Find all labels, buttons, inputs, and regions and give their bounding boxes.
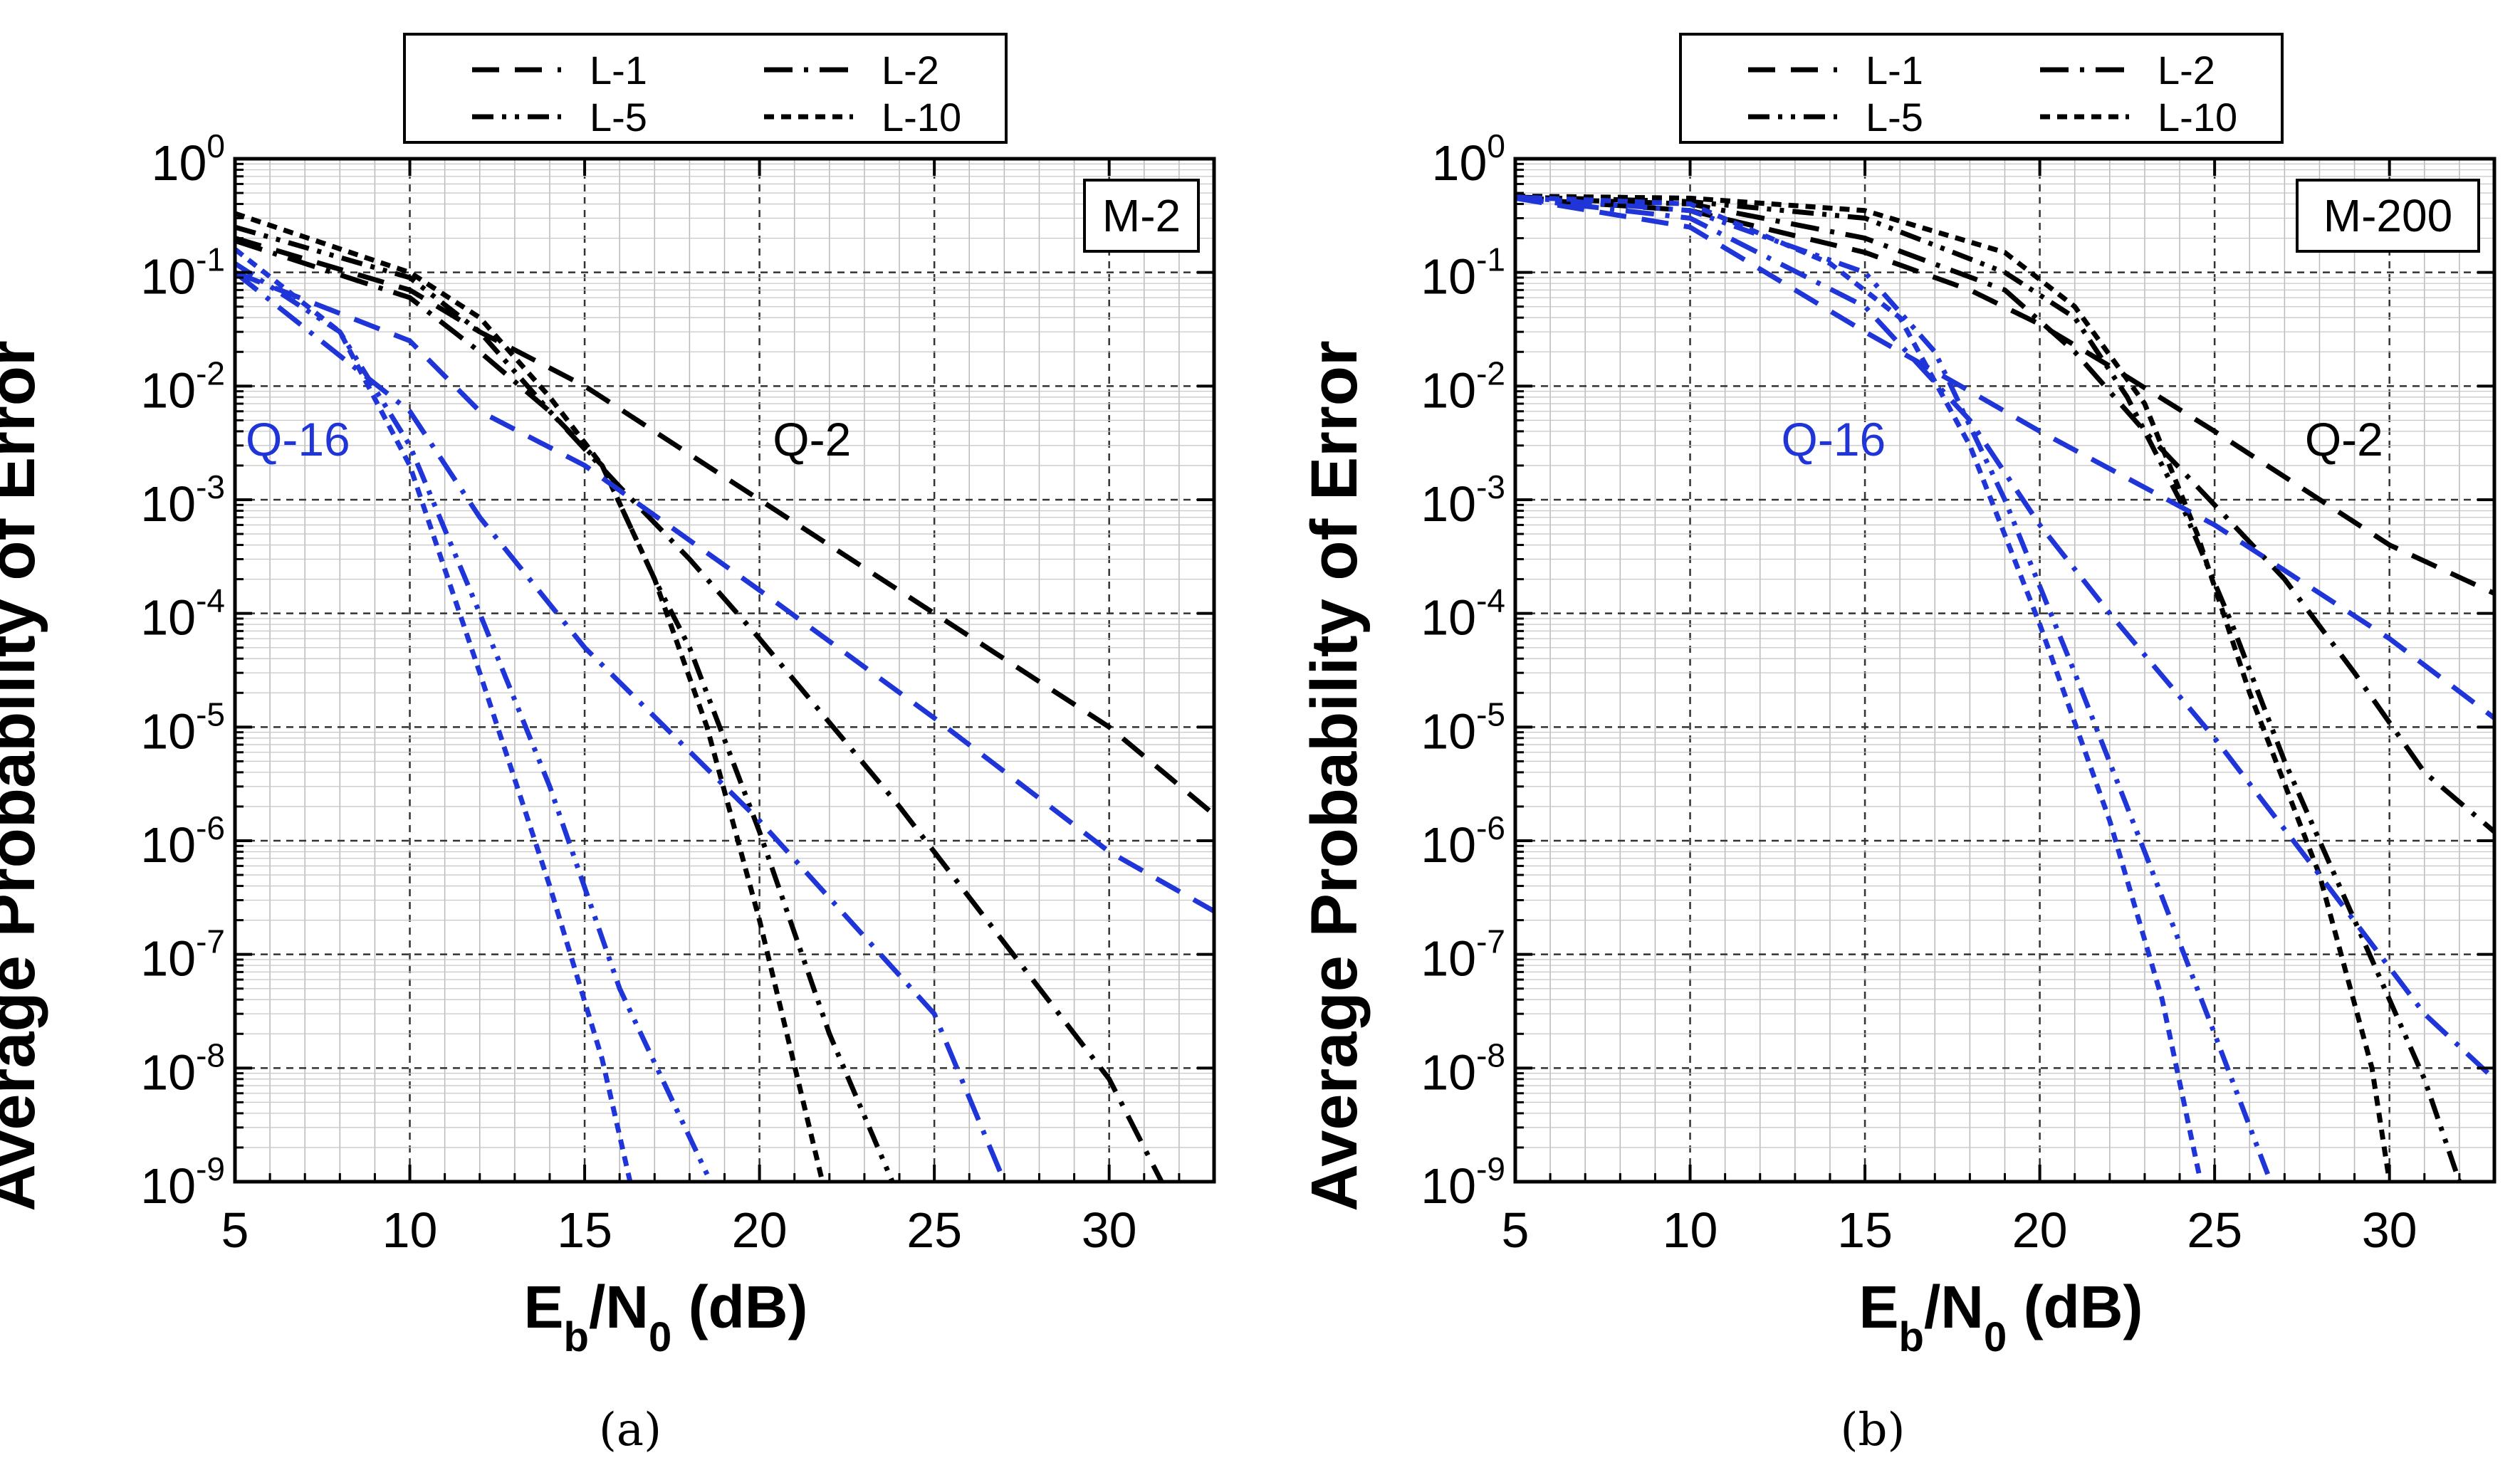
y-axis-label-b: Average Probability of Error xyxy=(1298,340,1371,1212)
chart-panel-a: L-1 L-2 L-5 L-10 Average Probability of Err… xyxy=(0,33,1216,1456)
y-tick-label: 10-2 xyxy=(140,355,225,418)
x-axis-label-b-tail: (dB) xyxy=(2007,1274,2143,1340)
y-tick-label: 10-6 xyxy=(140,809,225,873)
annotation-q-2: Q-2 xyxy=(773,413,851,466)
panel-label-a: (a) xyxy=(599,1404,662,1456)
chart-panel-b: L-1 L-2 L-5 L-10 Average Probability of Err… xyxy=(1298,33,2497,1456)
series-group-a xyxy=(233,211,1216,1183)
y-tick-label: 10-3 xyxy=(140,468,225,532)
x-tick-label: 5 xyxy=(221,1202,249,1258)
x-tick-label: 10 xyxy=(1663,1202,1718,1258)
series-line-q-2-l-10 xyxy=(1515,193,2393,1182)
y-tick-label: 10-7 xyxy=(1421,923,1505,987)
x-tick-label: 10 xyxy=(382,1202,438,1258)
model-label-box-b xyxy=(2296,179,2480,253)
y-tick-label: 10-1 xyxy=(140,241,225,305)
series-line-q-2-l-10 xyxy=(234,211,825,1182)
series-line-q-2-l-2 xyxy=(1515,195,2497,834)
y-tick-label: 10-1 xyxy=(1421,241,1505,305)
series-line-q-2-l-1 xyxy=(234,236,1216,817)
y-tick-label: 10-5 xyxy=(140,695,225,759)
annotation-q-2: Q-2 xyxy=(2305,413,2383,466)
legend-label-l-5: L-5 xyxy=(590,95,647,140)
y-tick-label: 10-9 xyxy=(140,1150,225,1214)
legend-label-l-1: L-1 xyxy=(1866,48,1923,93)
grid-b xyxy=(1515,159,2495,1182)
model-label-a: M-2 xyxy=(1102,190,1181,241)
series-line-q-16-l-10 xyxy=(1515,194,2203,1182)
y-tick-label: 10-8 xyxy=(140,1036,225,1100)
y-tick-label: 10-8 xyxy=(1421,1036,1505,1100)
x-axis-label-a-sub2: 0 xyxy=(649,1314,671,1360)
series-line-q-2-l-2 xyxy=(234,238,1164,1183)
x-axis-label-b-sub2: 0 xyxy=(1984,1314,2007,1360)
series-line-q-16-l-10 xyxy=(233,247,633,1182)
x-tick-label: 30 xyxy=(1082,1202,1137,1258)
x-tick-label: 20 xyxy=(732,1202,788,1258)
legend-label-l-10: L-10 xyxy=(2158,95,2237,140)
y-tick-label: 100 xyxy=(1432,127,1505,191)
x-tick-label: 15 xyxy=(557,1202,612,1258)
annotation-q-16: Q-16 xyxy=(246,413,350,466)
legend-label-l-5: L-5 xyxy=(1866,95,1923,140)
y-tick-label: 10-4 xyxy=(140,582,225,646)
y-axis-label-a: Average Probability of Error xyxy=(0,340,48,1212)
x-tick-label: 20 xyxy=(2012,1202,2068,1258)
legend-label-l-2: L-2 xyxy=(2158,48,2215,93)
x-axis-label-b-main: E xyxy=(1859,1274,1899,1340)
series-line-q-16-l-2 xyxy=(233,270,1007,1183)
x-axis-label-b: Eb/N0 (dB) xyxy=(1859,1274,2143,1360)
x-tick-label: 5 xyxy=(1502,1202,1530,1258)
annotation-q-16: Q-16 xyxy=(1782,413,1886,466)
x-axis-label-a-mid: /N xyxy=(589,1274,649,1340)
model-label-box-a xyxy=(1083,179,1200,253)
x-axis-label-b-mid: /N xyxy=(1924,1274,1984,1340)
y-tick-label: 10-9 xyxy=(1421,1150,1505,1214)
legend-a: L-1 L-2 L-5 L-10 xyxy=(403,33,1008,144)
ticks-b: 5 10 15 20 25 30 100 10-1 10-2 10-3 10-4 10-5 10-6 10… xyxy=(1421,127,2496,1258)
x-axis-label-b-sub1: b xyxy=(1899,1314,1924,1360)
series-line-q-2-l-5 xyxy=(1515,194,2462,1183)
y-tick-label: 100 xyxy=(152,127,225,191)
y-tick-label: 10-3 xyxy=(1421,468,1505,532)
series-line-q-2-l-1 xyxy=(1515,195,2496,596)
legend-label-l-10: L-10 xyxy=(882,95,961,140)
x-axis-label-a-tail: (dB) xyxy=(671,1274,807,1340)
panel-label-b: (b) xyxy=(1841,1404,1905,1456)
y-tick-label: 10-6 xyxy=(1421,809,1505,873)
y-tick-label: 10-7 xyxy=(140,923,225,987)
legend-label-l-2: L-2 xyxy=(882,48,939,93)
series-line-q-16-l-2 xyxy=(1515,195,2497,1081)
x-axis-label-a-sub1: b xyxy=(564,1314,589,1360)
legend-label-l-1: L-1 xyxy=(590,48,647,93)
y-tick-label: 10-4 xyxy=(1421,582,1505,646)
legend-a-box xyxy=(403,33,1008,144)
series-line-q-16-l-5 xyxy=(234,261,713,1183)
series-group-b xyxy=(1515,193,2497,1183)
x-axis-label-a: Eb/N0 (dB) xyxy=(524,1274,808,1360)
ticks-a: 5 10 15 20 25 30 100 10-1 10-2 10-3 10-4 10-5 10-6 10… xyxy=(140,127,1215,1258)
x-tick-label: 30 xyxy=(2362,1202,2417,1258)
series-line-q-16-l-1 xyxy=(1515,195,2497,720)
x-axis-label-a-main: E xyxy=(524,1274,564,1340)
x-tick-label: 25 xyxy=(906,1202,962,1258)
x-tick-label: 15 xyxy=(1837,1202,1893,1258)
legend-b: L-1 L-2 L-5 L-10 xyxy=(1679,33,2284,144)
x-tick-label: 25 xyxy=(2187,1202,2242,1258)
y-tick-label: 10-5 xyxy=(1421,695,1505,759)
model-label-b: M-200 xyxy=(2323,190,2452,241)
y-tick-label: 10-2 xyxy=(1421,355,1505,418)
legend-b-box xyxy=(1679,33,2284,144)
